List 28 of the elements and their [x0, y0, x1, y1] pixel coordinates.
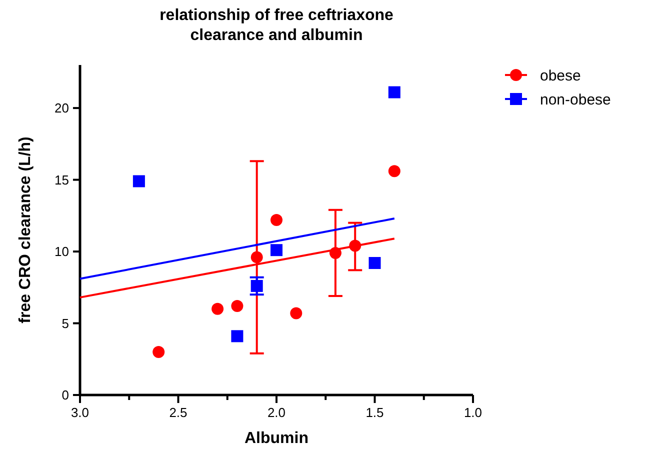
y-tick-label: 5 [62, 316, 69, 331]
legend-label: non-obese [540, 91, 611, 108]
point [388, 165, 400, 178]
x-tick-label: 1.5 [366, 405, 384, 420]
point [231, 300, 244, 312]
point [250, 251, 263, 264]
y-axis-title: free CRO clearance (L/h) [17, 136, 34, 324]
y-tick-label: 10 [54, 244, 69, 260]
x-axis-title: Albumin [244, 430, 308, 447]
y-tick-label: 20 [54, 100, 69, 116]
x-tick-label: 1.0 [464, 405, 482, 420]
point [388, 86, 400, 98]
x-tick-label: 2.0 [267, 405, 286, 420]
legend-label: obese [540, 67, 581, 84]
point [290, 307, 302, 320]
y-tick-label: 0 [62, 388, 69, 403]
point [152, 346, 165, 358]
y-tick-label: 15 [54, 172, 69, 188]
point [250, 280, 263, 292]
point [270, 244, 282, 256]
x-tick-label: 3.0 [70, 405, 90, 420]
point [368, 257, 381, 269]
point [270, 214, 282, 226]
point [212, 302, 224, 315]
point [231, 330, 244, 342]
point [132, 175, 145, 188]
chart-title: relationship of free ceftriaxone clearance and albumin [160, 7, 394, 44]
x-tick-label: 2.5 [169, 405, 188, 420]
